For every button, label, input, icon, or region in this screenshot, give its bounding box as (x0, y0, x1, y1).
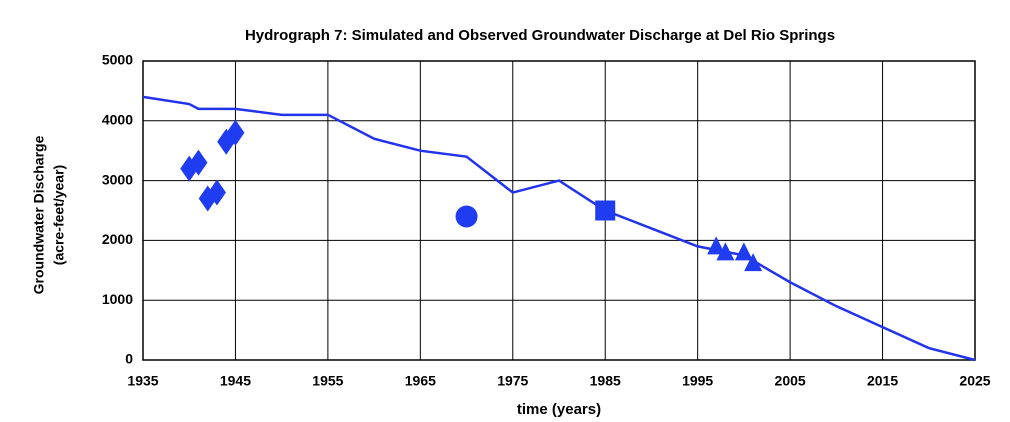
circle-marker (455, 205, 478, 228)
y-tick-label: 1000 (102, 291, 133, 307)
square-marker (595, 200, 616, 221)
x-tick-label: 2005 (775, 373, 806, 389)
diamond-marker (226, 119, 245, 146)
y-tick-label: 4000 (102, 112, 133, 128)
x-tick-label: 1995 (682, 373, 713, 389)
triangle-marker (734, 242, 753, 261)
chart-title: Hydrograph 7: Simulated and Observed Gro… (245, 27, 835, 44)
x-tick-label: 1965 (405, 373, 436, 389)
x-axis-label: time (years) (517, 401, 601, 418)
x-tick-label: 1945 (220, 373, 251, 389)
y-tick-label: 5000 (102, 52, 133, 68)
diamond-marker (207, 179, 226, 206)
x-tick-label: 2025 (959, 373, 990, 389)
y-axis-label: Groundwater Discharge (31, 135, 47, 294)
x-tick-label: 1975 (497, 373, 528, 389)
x-tick-label: 1955 (312, 373, 343, 389)
triangle-marker (744, 253, 763, 272)
x-tick-label: 2015 (867, 373, 898, 389)
simulated-line (142, 95, 976, 362)
triangle-marker (716, 242, 735, 261)
y-tick-label: 2000 (102, 231, 133, 247)
x-tick-label: 1935 (127, 373, 158, 389)
y-tick-label: 0 (125, 351, 133, 367)
y-tick-label: 3000 (102, 171, 133, 187)
y-axis-label: (acre-feet/year) (51, 165, 67, 265)
triangle-marker (707, 236, 726, 255)
x-tick-label: 1985 (590, 373, 621, 389)
plot-area (142, 60, 976, 361)
diamond-marker (189, 149, 208, 176)
